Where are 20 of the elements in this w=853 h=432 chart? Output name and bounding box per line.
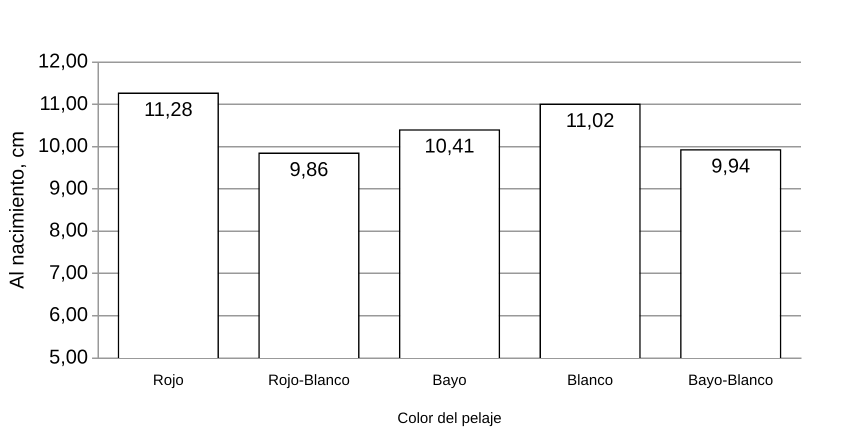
y-tick-label: 5,00	[49, 346, 88, 369]
data-label: 9,86	[289, 159, 328, 182]
x-axis-title: Color del pelaje	[397, 410, 502, 428]
y-tick-label: 10,00	[38, 135, 88, 158]
x-tick-label: Bayo-Blanco	[688, 372, 774, 390]
y-tick-label: 6,00	[49, 304, 88, 326]
data-label: 9,94	[711, 156, 750, 178]
y-tick-label: 7,00	[49, 262, 88, 284]
data-label: 10,41	[424, 136, 475, 158]
data-label: 11,28	[144, 98, 193, 121]
x-tick-label: Blanco	[567, 372, 614, 390]
x-tick-label: Rojo	[152, 372, 184, 390]
x-tick-label: Bayo	[432, 372, 467, 390]
y-axis-title: Al nacimiento, cm	[6, 131, 29, 289]
data-label: 11,02	[566, 110, 614, 132]
y-tick-label: 8,00	[49, 220, 88, 242]
y-tick-label: 9,00	[49, 177, 88, 200]
y-tick-label: 12,00	[38, 50, 88, 73]
x-tick-label: Rojo-Blanco	[268, 372, 350, 390]
y-tick-label: 11,00	[39, 92, 88, 115]
